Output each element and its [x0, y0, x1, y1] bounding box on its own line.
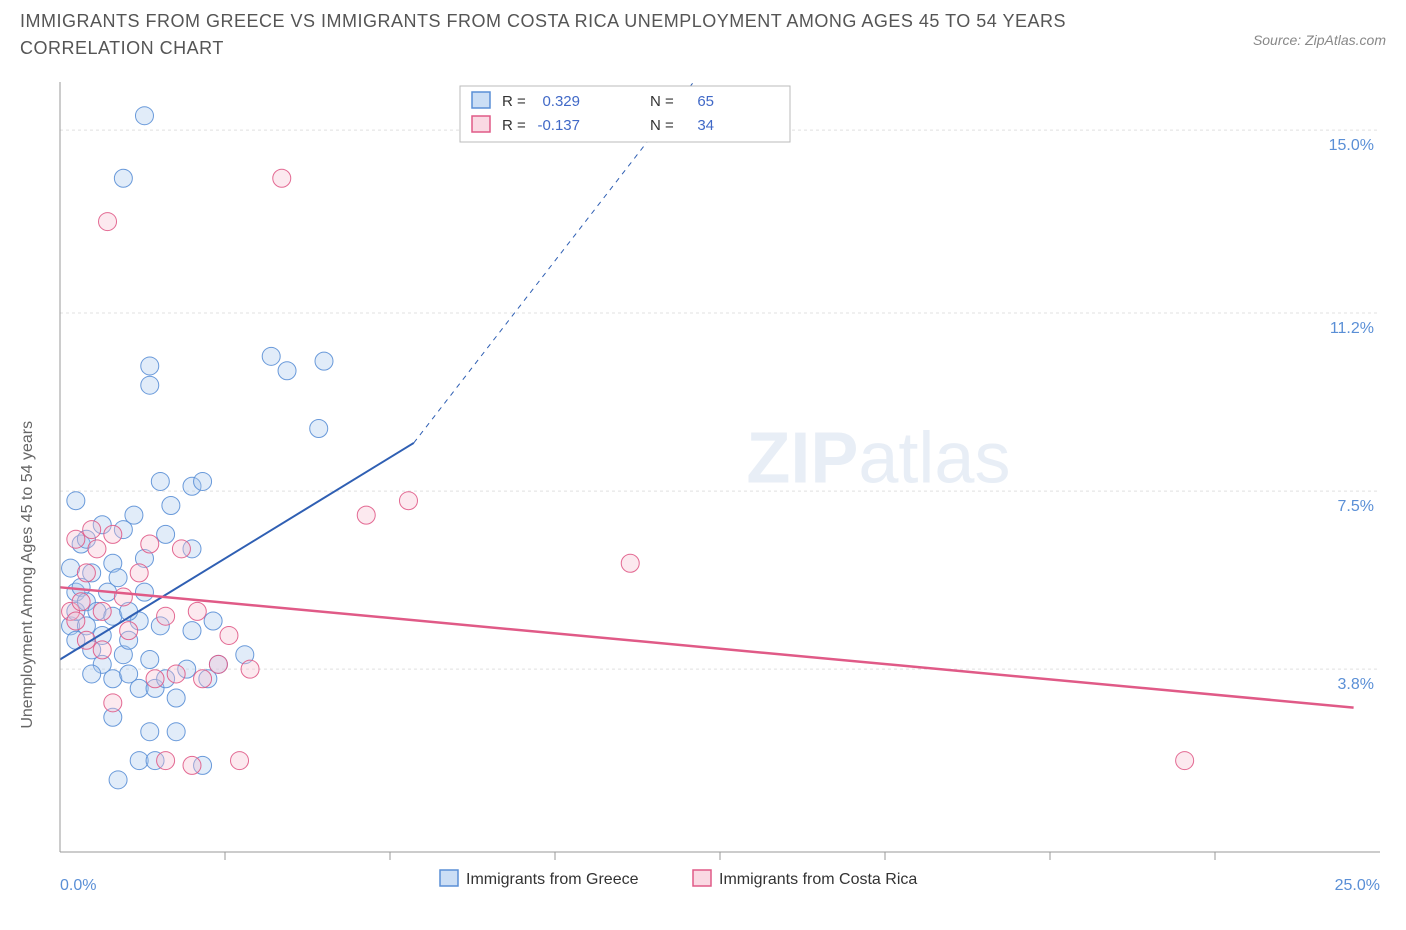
y-axis-label: Unemployment Among Ages 45 to 54 years [19, 421, 36, 729]
legend-r-label: R = [502, 93, 526, 110]
greece-point [83, 665, 101, 683]
costarica-point [93, 641, 111, 659]
legend-swatch [440, 870, 458, 886]
greece-point [135, 583, 153, 601]
costarica-point [130, 564, 148, 582]
greece-point [183, 622, 201, 640]
greece-point [141, 723, 159, 741]
greece-point [315, 352, 333, 370]
costarica-point [183, 756, 201, 774]
costarica-point [72, 593, 90, 611]
costarica-point [241, 660, 259, 678]
greece-point [278, 362, 296, 380]
legend-swatch [472, 92, 490, 108]
costarica-point [146, 670, 164, 688]
greece-point [262, 347, 280, 365]
greece-point [125, 506, 143, 524]
greece-point [130, 752, 148, 770]
costarica-point [104, 694, 122, 712]
costarica-point [357, 506, 375, 524]
legend-n-value: 34 [697, 117, 714, 134]
greece-point [67, 492, 85, 510]
costarica-point [231, 752, 249, 770]
greece-point [310, 420, 328, 438]
greece-point [141, 376, 159, 394]
costarica-trendline [60, 587, 1354, 707]
costarica-point [209, 655, 227, 673]
y-tick-label: 3.8% [1338, 676, 1374, 693]
legend-r-label: R = [502, 117, 526, 134]
greece-point [151, 472, 169, 490]
x-tick-label: 25.0% [1335, 877, 1380, 894]
costarica-point [273, 169, 291, 187]
costarica-point [67, 530, 85, 548]
greece-point [167, 689, 185, 707]
greece-point [194, 472, 212, 490]
legend-r-value: 0.329 [542, 93, 580, 110]
y-tick-label: 11.2% [1330, 320, 1374, 337]
costarica-point [172, 540, 190, 558]
greece-point [157, 525, 175, 543]
greece-point [104, 670, 122, 688]
legend-n-value: 65 [697, 93, 714, 110]
costarica-point [88, 540, 106, 558]
greece-point [114, 169, 132, 187]
greece-trendline [60, 443, 414, 660]
costarica-point [67, 612, 85, 630]
costarica-point [77, 564, 95, 582]
costarica-point [83, 521, 101, 539]
legend-n-label: N = [650, 117, 674, 134]
greece-point [109, 771, 127, 789]
costarica-point [157, 607, 175, 625]
costarica-point [93, 602, 111, 620]
costarica-point [1176, 752, 1194, 770]
legend-r-value: -0.137 [537, 117, 580, 134]
y-tick-label: 7.5% [1338, 498, 1374, 515]
source-label: Source: ZipAtlas.com [1253, 8, 1386, 48]
costarica-point [220, 626, 238, 644]
greece-point [130, 679, 148, 697]
greece-point [109, 569, 127, 587]
greece-point [204, 612, 222, 630]
greece-point [62, 559, 80, 577]
costarica-point [167, 665, 185, 683]
greece-point [162, 497, 180, 515]
costarica-point [99, 213, 117, 231]
chart-title: IMMIGRANTS FROM GREECE VS IMMIGRANTS FRO… [20, 8, 1140, 62]
costarica-point [157, 752, 175, 770]
costarica-point [194, 670, 212, 688]
costarica-point [114, 588, 132, 606]
scatter-chart: ZIPatlas 0.0% 25.0% 15.0% 11.2% 7.5% 3.8% Unemp… [0, 62, 1406, 922]
greece-point [135, 107, 153, 125]
legend-series-label: Immigrants from Costa Rica [719, 871, 917, 888]
legend-series-label: Immigrants from Greece [466, 871, 639, 888]
legend-swatch [472, 116, 490, 132]
costarica-point [104, 525, 122, 543]
greece-point [167, 723, 185, 741]
y-tick-label: 15.0% [1329, 137, 1374, 154]
legend-swatch [693, 870, 711, 886]
legend-n-label: N = [650, 93, 674, 110]
costarica-point [120, 622, 138, 640]
x-tick-label: 0.0% [60, 877, 96, 894]
costarica-point [621, 554, 639, 572]
watermark: ZIPatlas [746, 418, 1010, 498]
greece-point [141, 651, 159, 669]
costarica-point [141, 535, 159, 553]
costarica-point [188, 602, 206, 620]
greece-point [141, 357, 159, 375]
costarica-point [399, 492, 417, 510]
